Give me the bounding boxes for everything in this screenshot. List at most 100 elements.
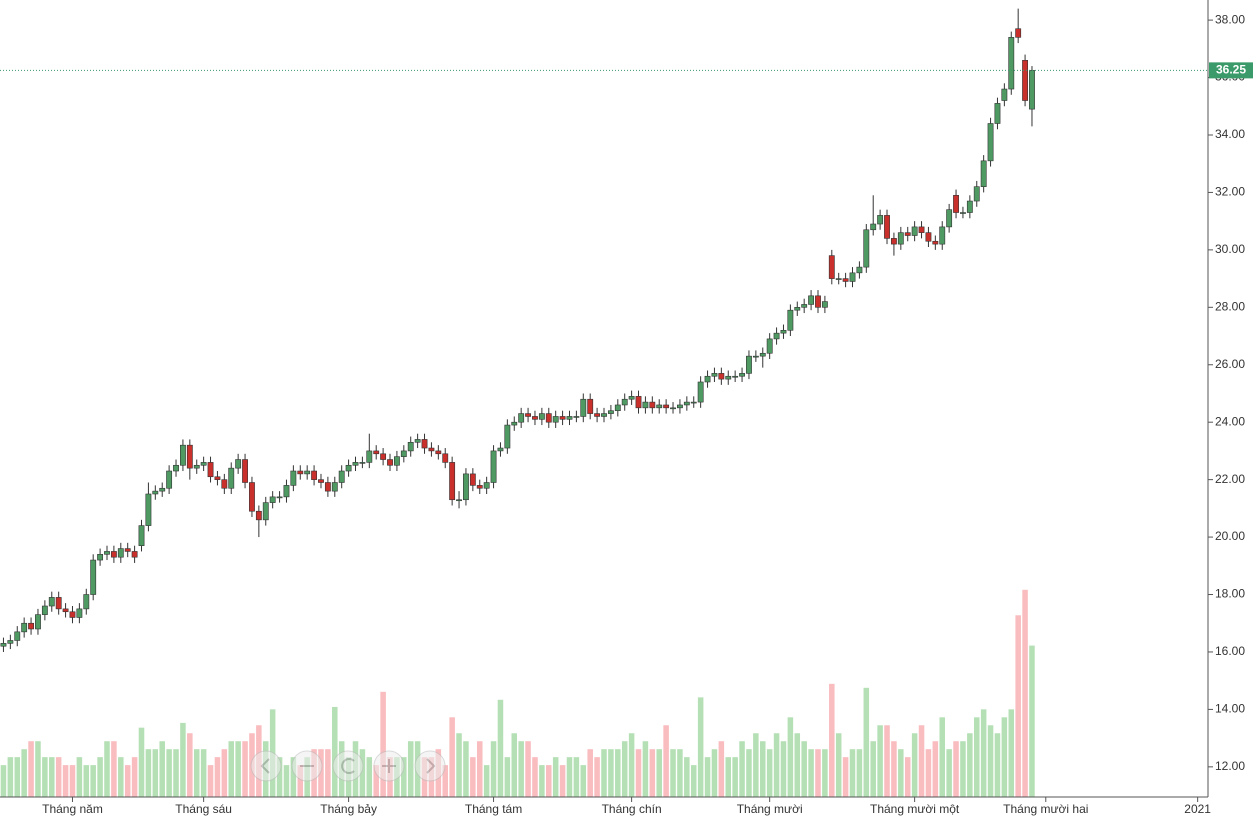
volume-bar (42, 757, 48, 797)
volume-bar (829, 683, 835, 797)
nav-reset[interactable] (332, 750, 364, 782)
volume-bar (711, 749, 718, 797)
volume-bar (801, 741, 807, 797)
candle-body (180, 444, 186, 466)
volume-bar (242, 741, 248, 797)
candle-body (469, 473, 476, 486)
nav-right[interactable] (414, 750, 446, 782)
candle-body (621, 398, 628, 406)
candle-body (808, 295, 815, 305)
volume-bar (684, 757, 690, 797)
volume-bar (207, 765, 214, 797)
nav-zoom-in-icon (382, 759, 396, 773)
candle-body (159, 487, 166, 492)
nav-right-icon (426, 758, 436, 774)
volume-bar (608, 749, 614, 797)
candle-body (14, 631, 21, 641)
candle-body (255, 510, 262, 521)
candle-body (994, 103, 1001, 124)
candle-body (456, 499, 462, 502)
volume-bar (180, 722, 186, 797)
candle-body (980, 160, 987, 187)
candle-body (380, 453, 387, 460)
nav-left[interactable] (250, 750, 282, 782)
candle-body (842, 278, 849, 282)
volume-bar (90, 765, 96, 797)
volume-bar (14, 757, 21, 797)
candle-body (787, 309, 794, 331)
volume-bar (366, 757, 373, 797)
candle-body (1015, 28, 1022, 38)
y-tick-label: 34.00 (1215, 127, 1245, 141)
x-tick-label: Tháng sáu (175, 802, 232, 816)
volume-bar (497, 699, 504, 797)
candle-body (946, 209, 953, 228)
candle-body (683, 401, 690, 406)
volume-bar (615, 749, 621, 797)
volume-bar (28, 741, 34, 797)
candle-body (1001, 88, 1008, 101)
volume-bar (856, 749, 863, 797)
last-price-box (1209, 62, 1253, 79)
volume-bar (111, 741, 117, 797)
y-tick-label: 12.00 (1215, 759, 1245, 773)
candle-body (794, 307, 801, 311)
candle-body (318, 479, 324, 483)
candle-body (76, 608, 83, 618)
volume-bar (628, 733, 635, 797)
volume-bar (104, 741, 110, 797)
candle-body (573, 416, 580, 418)
candle-body (104, 551, 110, 555)
volume-bar (131, 757, 138, 797)
candle-body (780, 329, 787, 334)
volume-bar (794, 733, 801, 797)
candle-body (752, 355, 759, 358)
candle-body (890, 238, 897, 245)
candle-body (966, 200, 973, 213)
candle-body (124, 548, 131, 552)
volume-bar (552, 757, 559, 797)
candle-body (269, 496, 276, 503)
candle-body (746, 355, 752, 374)
volume-bar (332, 706, 338, 797)
volume-bar (1022, 589, 1028, 797)
candle-body (62, 608, 69, 613)
candle-body (97, 554, 104, 561)
nav-left-icon (260, 758, 270, 774)
candle-body (0, 643, 7, 647)
candle-body (7, 640, 14, 644)
candle-body (359, 462, 366, 464)
candle-body (345, 464, 352, 472)
volume-bar (476, 741, 483, 797)
navigation[interactable] (250, 750, 446, 782)
candle-body (435, 450, 442, 455)
candle-body (642, 401, 649, 409)
candle-body (490, 450, 497, 483)
candle-body (463, 473, 469, 501)
volume-bar (580, 765, 587, 797)
candle-body (953, 195, 959, 213)
volume-bar (546, 765, 552, 797)
volume-bar (760, 741, 766, 797)
candle-body (725, 375, 732, 380)
candle-body (145, 493, 152, 526)
volume-bar (69, 765, 76, 797)
y-tick-label: 28.00 (1215, 299, 1245, 313)
volume-bar (290, 757, 297, 797)
candle-body (856, 266, 863, 274)
volume-bar (835, 733, 842, 797)
candle-body (835, 278, 842, 280)
volume-bar (573, 757, 580, 797)
volume-bar (76, 757, 83, 797)
y-tick-label: 14.00 (1215, 702, 1245, 716)
volume-bar (559, 765, 566, 797)
candle-body (815, 295, 821, 308)
volume-bar (283, 765, 290, 797)
volume-bar (97, 757, 103, 797)
volume-bar (891, 741, 897, 797)
volume-bar (214, 757, 221, 797)
candle-body (870, 223, 877, 231)
volume-bar (946, 749, 952, 797)
volume-bar (187, 733, 193, 797)
